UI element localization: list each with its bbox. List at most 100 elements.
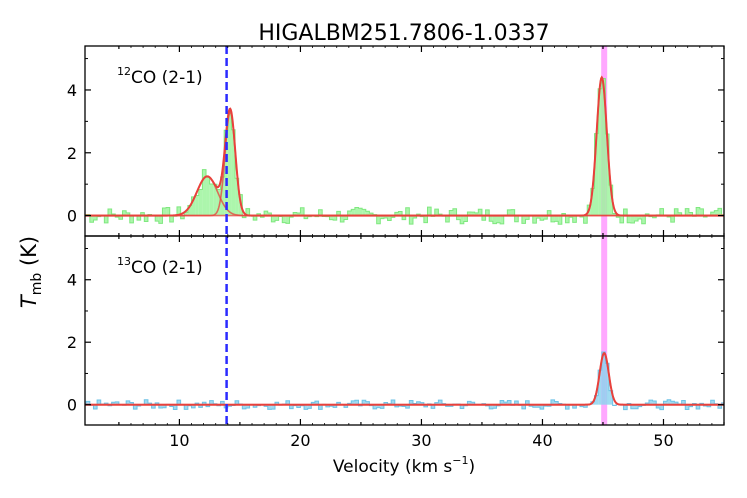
spectrum-channel bbox=[235, 400, 239, 405]
spectrum-channel bbox=[354, 400, 359, 405]
spectrum-channel bbox=[206, 177, 210, 216]
spectrum-channel bbox=[659, 208, 664, 216]
spectrum-channel bbox=[670, 215, 675, 223]
spectrum-bars bbox=[85, 78, 729, 225]
spectrum-channel bbox=[293, 212, 297, 216]
spectrum-channel bbox=[380, 215, 384, 219]
spectrum-channel bbox=[220, 401, 225, 405]
spectrum-channel bbox=[423, 215, 428, 223]
spectrum-channel bbox=[333, 215, 337, 221]
spectrum-channel bbox=[409, 215, 413, 225]
spectrum-channel bbox=[714, 210, 718, 216]
total-fit-curve bbox=[85, 351, 724, 406]
spectrum-channel bbox=[616, 215, 620, 218]
spectrum-channel bbox=[394, 404, 399, 407]
spectrum-channel bbox=[445, 215, 450, 223]
plot-area bbox=[85, 236, 729, 425]
spectrum-channel bbox=[195, 195, 199, 216]
spectrum-channel bbox=[725, 403, 729, 405]
spectrum-channel bbox=[376, 215, 381, 224]
spectrum-channel bbox=[609, 185, 613, 216]
spectrum-channel bbox=[282, 215, 286, 223]
spectrum-channel bbox=[467, 212, 472, 216]
spectrum-channel bbox=[565, 404, 570, 410]
spectrum-channel bbox=[525, 215, 530, 220]
spectrum-channel bbox=[253, 215, 257, 221]
spectrum-channel bbox=[158, 404, 163, 409]
spectrum-channel bbox=[93, 215, 98, 221]
spectrum-channel bbox=[659, 404, 664, 410]
panel-label: 12CO (2-1) bbox=[117, 65, 203, 88]
y-tick-label: 4 bbox=[67, 271, 77, 290]
spectrum-channel bbox=[623, 209, 628, 216]
component-fit-curve bbox=[85, 110, 724, 217]
spectrum-channel bbox=[681, 400, 686, 405]
x-axis-label-end: ) bbox=[468, 457, 475, 477]
spectrum-channel bbox=[271, 404, 276, 410]
spectrum-channel bbox=[456, 215, 461, 220]
spectrum-channel bbox=[438, 400, 443, 405]
spectrum-channel bbox=[231, 129, 236, 216]
spectrum-channel bbox=[391, 400, 395, 405]
spectrum-channel bbox=[173, 404, 177, 410]
x-tick-label: 30 bbox=[411, 431, 431, 450]
spectrum-channel bbox=[376, 404, 381, 408]
spectrum-channel bbox=[209, 184, 214, 216]
spectrum-channel bbox=[405, 207, 410, 216]
spectrum-channel bbox=[191, 196, 196, 216]
spectrum-channel bbox=[405, 404, 410, 409]
spectrum-channel bbox=[427, 207, 432, 216]
spectrum-channel bbox=[511, 209, 515, 216]
spectrum-channel bbox=[158, 215, 163, 224]
spectrum-channel bbox=[176, 400, 181, 405]
spectrum-channel bbox=[271, 215, 276, 222]
spectrum-channel bbox=[144, 399, 148, 405]
highlight-band bbox=[601, 236, 608, 425]
spectrum-channel bbox=[213, 184, 217, 216]
spectrum-channel bbox=[471, 402, 475, 405]
spectrum-channel bbox=[343, 215, 348, 220]
y-axis-label-main: T bbox=[17, 293, 41, 308]
x-tick-labels: 10 20 30 40 50 bbox=[169, 431, 673, 450]
panel-label-line: CO (2-1) bbox=[131, 258, 203, 278]
spectrum-channel bbox=[304, 404, 308, 410]
spectrum-channel bbox=[561, 213, 566, 216]
spectrum-channel bbox=[663, 401, 668, 405]
spectrum-channel bbox=[656, 404, 660, 409]
y-tick-label: 0 bbox=[67, 396, 77, 415]
spectrum-channel bbox=[572, 215, 577, 223]
spectrum-channel bbox=[351, 209, 355, 216]
spectrum-channel bbox=[619, 215, 624, 223]
spectrum-channel bbox=[652, 215, 657, 218]
spectrum-channel bbox=[253, 404, 257, 408]
spectrum-channel bbox=[725, 207, 729, 215]
spectrum-channel bbox=[583, 215, 588, 224]
spectrum-channel bbox=[198, 404, 203, 408]
spectrum-channel bbox=[532, 404, 537, 408]
spectrum-channel bbox=[347, 210, 352, 216]
spectrum-channel bbox=[202, 169, 207, 216]
spectrum-channel bbox=[129, 215, 134, 223]
spectrum-channel bbox=[365, 401, 370, 405]
spectrum-channel bbox=[412, 215, 417, 219]
spectrum-channel bbox=[176, 206, 181, 216]
spectrum-channel bbox=[373, 404, 377, 409]
spectrum-channel bbox=[536, 215, 541, 219]
spectrum-channel bbox=[202, 402, 207, 405]
spectrum-channel bbox=[416, 401, 421, 405]
spectrum-bars bbox=[85, 351, 729, 410]
spectrum-channel bbox=[452, 208, 457, 216]
spectrum-channel bbox=[107, 209, 112, 216]
spectrum-channel bbox=[245, 404, 250, 409]
spectrum-channel bbox=[605, 363, 610, 405]
spectrum-channel bbox=[184, 404, 188, 410]
y-axis-label: Tmb (K) bbox=[17, 236, 45, 308]
spectrum-channel bbox=[351, 400, 355, 405]
spectrum-channel bbox=[507, 209, 511, 216]
chart-title: HIGALBM251.7806-1.0337 bbox=[258, 21, 549, 46]
spectrum-channel bbox=[463, 215, 468, 222]
spectrum-channel bbox=[285, 215, 290, 224]
spectrum-channel bbox=[641, 215, 646, 224]
spectrum-channel bbox=[449, 210, 453, 216]
spectrum-channel bbox=[336, 211, 341, 216]
